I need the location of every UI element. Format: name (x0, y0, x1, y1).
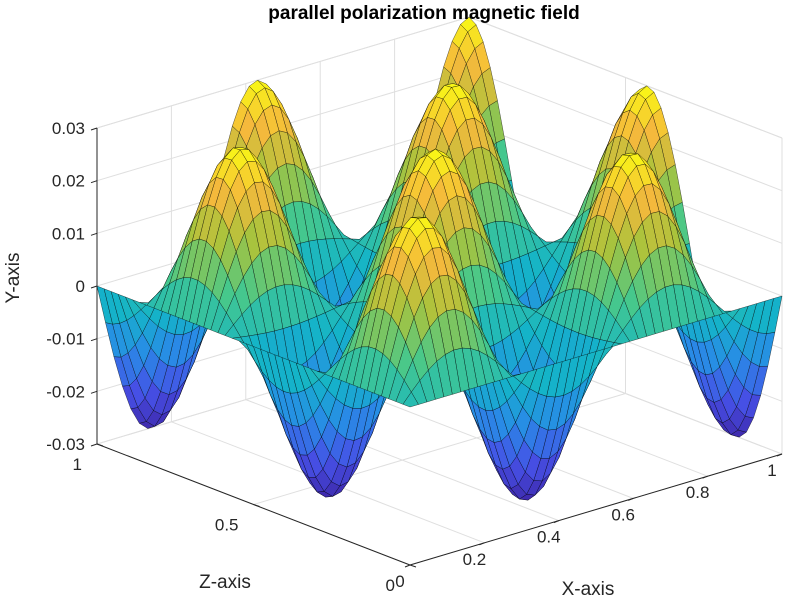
y-tick (90, 180, 98, 184)
z-tick (253, 504, 260, 507)
y-tick (90, 443, 98, 447)
grid-line-y-back (96, 16, 470, 129)
y-tick-label: 0.03 (52, 119, 85, 138)
x-axis-label: X-axis (562, 579, 615, 600)
y-tick-label: -0.03 (46, 435, 85, 454)
z-tick-label: 0.5 (215, 516, 239, 535)
y-tick (90, 285, 98, 289)
y-axis-label: Y-axis (3, 252, 24, 303)
x-tick-label: 0.4 (537, 528, 561, 547)
x-tick-label: 0 (395, 572, 404, 591)
z-tick (96, 443, 104, 447)
z-axis-label: Z-axis (199, 572, 251, 593)
x-tick-label: 0.8 (686, 483, 710, 502)
z-tick-label: 0 (386, 576, 395, 595)
x-tick (702, 475, 708, 479)
x-tick (776, 453, 783, 457)
grid-line-y-right (468, 16, 783, 139)
x-tick (553, 520, 559, 524)
x-tick-label: 1 (767, 461, 776, 480)
y-tick-label: -0.02 (46, 382, 85, 401)
x-tick-label: 0.2 (463, 550, 487, 569)
z-tick-label: 1 (73, 455, 82, 474)
surface-patch (402, 391, 419, 408)
y-tick-label: 0.02 (52, 172, 85, 191)
chart-title: parallel polarization magnetic field (268, 3, 579, 24)
axes-lines (90, 127, 783, 568)
x-tick-label: 0.6 (611, 505, 635, 524)
y-tick (90, 390, 98, 394)
y-tick (90, 232, 98, 236)
x-tick (628, 497, 634, 501)
x-tick (479, 542, 485, 546)
y-tick-label: 0 (76, 277, 85, 296)
x-axis-line (409, 453, 783, 566)
x-tick (404, 564, 411, 568)
surface-plot (96, 16, 783, 501)
y-tick (90, 127, 98, 131)
y-tick (90, 338, 98, 342)
y-tick-label: 0.01 (52, 224, 85, 243)
tick-labels: 00.20.40.60.8100.51-0.03-0.02-0.0100.010… (46, 119, 776, 595)
y-tick-label: -0.01 (46, 330, 85, 349)
z-tick (409, 564, 417, 568)
